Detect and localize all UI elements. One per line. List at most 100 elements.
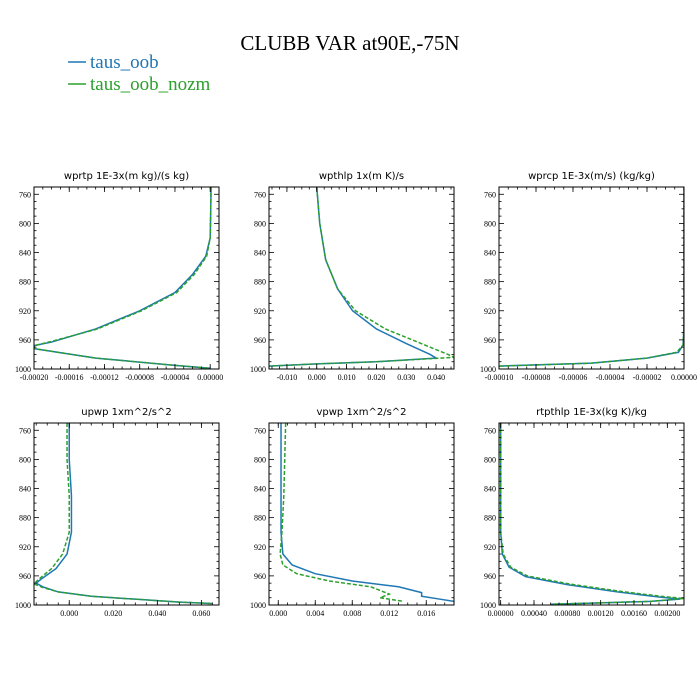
x-tick-label: -0.00016 [55,373,84,382]
series-line-taus-oob [499,187,684,367]
y-tick-label: 840 [484,249,496,258]
panel-1: wprtp 1E-3x(m kg)/(s kg) 760 800 840 880 920 9… [15,171,223,382]
y-tick-label: 800 [19,219,31,228]
plot-frame [268,422,455,606]
y-tick-label: 920 [19,543,31,552]
x-tick-label: 0.00080 [554,609,580,618]
panel-4: upwp 1xm^2/s^2 760 800 840 880 920 960 1000 0.00… [15,407,220,618]
x-tick-label: 0.008 [343,609,361,618]
y-tick-label: 880 [19,278,31,287]
y-tick-label: 760 [254,190,266,199]
series-line-taus-oob [34,423,213,605]
x-tick-label: 0.00200 [654,609,680,618]
panel-title: wprcp 1E-3x(m/s) (kg/kg) [528,171,655,182]
x-tick-label: 0.010 [338,373,356,382]
panel-title: wprtp 1E-3x(m kg)/(s kg) [64,171,189,182]
y-tick-label: 920 [19,307,31,316]
y-tick-label: 960 [484,572,496,581]
y-tick-label: 800 [254,455,266,464]
series-line-taus-oob-nozm [269,187,454,367]
panel-6: rtpthlp 1E-3x(kg K)/kg 760 800 840 880 920 960… [480,407,685,618]
y-tick-label: 760 [19,190,31,199]
x-tick-label: -0.00004 [161,373,190,382]
y-tick-label: 760 [254,426,266,435]
plot-frame [498,186,685,370]
panel-title: rtpthlp 1E-3x(kg K)/kg [536,407,647,418]
x-tick-label: 0.00000 [671,373,697,382]
legend-label-taus-oob-nozm: taus_oob_nozm [90,74,211,95]
panels: wprtp 1E-3x(m kg)/(s kg) 760 800 840 880 920 9… [15,171,697,618]
plot-frame [33,186,220,370]
x-tick-label: -0.00010 [485,373,514,382]
x-tick-label: -0.00006 [559,373,588,382]
y-tick-label: 920 [484,307,496,316]
plot-frame [268,186,455,370]
y-tick-label: 840 [19,249,31,258]
series-line-taus-oob-nozm [499,187,684,367]
x-tick-label: 0.00120 [588,609,614,618]
y-tick-label: 880 [254,514,266,523]
x-tick-label: 0.020 [104,609,122,618]
y-tick-label: 1000 [480,601,496,610]
y-tick-label: 880 [19,514,31,523]
x-tick-label: 0.040 [427,373,445,382]
panel-title: vpwp 1xm^2/s^2 [316,407,406,418]
y-tick-label: 840 [19,485,31,494]
x-tick-label: 0.00040 [521,609,547,618]
y-tick-label: 760 [484,426,496,435]
y-tick-label: 1000 [15,601,31,610]
y-tick-label: 960 [254,572,266,581]
x-tick-label: 0.004 [306,609,324,618]
plot-frame [33,422,220,606]
series-line-taus-oob-nozm [34,423,213,605]
x-tick-label: -0.00004 [596,373,625,382]
x-tick-label: -0.00020 [20,373,49,382]
x-tick-label: -0.010 [277,373,298,382]
x-tick-label: -0.00012 [90,373,119,382]
series-line-taus-oob-nozm [34,187,212,369]
y-tick-label: 800 [254,219,266,228]
y-tick-label: 840 [254,485,266,494]
y-tick-label: 920 [484,543,496,552]
panel-5: vpwp 1xm^2/s^276080084088092096010000.00… [250,407,455,618]
y-tick-label: 960 [254,336,266,345]
x-tick-label: 0.012 [380,609,398,618]
y-tick-label: 960 [484,336,496,345]
y-tick-label: 760 [19,426,31,435]
y-tick-label: 800 [19,455,31,464]
panel-2: wpthlp 1x(m K)/s 760 800 840 880 920 960 1000 -0… [250,171,455,382]
y-tick-label: 880 [484,278,496,287]
x-tick-label: 0.030 [397,373,415,382]
y-tick-label: 800 [484,455,496,464]
x-tick-label: -0.00008 [522,373,551,382]
y-tick-label: 1000 [480,365,496,374]
x-tick-label: 0.040 [148,609,166,618]
x-tick-label: 0.020 [367,373,385,382]
x-tick-label: 0.060 [192,609,210,618]
x-tick-label: -0.00002 [633,373,662,382]
legend-label-taus-oob: taus_oob [90,52,159,73]
y-tick-label: 760 [484,190,496,199]
series-line-taus-oob-nozm [279,423,404,603]
x-tick-label: 0.000 [269,609,287,618]
panel-3: wprcp 1E-3x(m/s) (kg/kg) 760 800 840 880 920 9… [480,171,697,382]
y-tick-label: 920 [254,543,266,552]
y-tick-label: 880 [254,278,266,287]
plot-frame [498,422,685,606]
y-tick-label: 920 [254,307,266,316]
figure-title: CLUBB VAR at90E,-75N [240,31,459,55]
x-tick-label: -0.00008 [125,373,154,382]
series-line-taus-oob [280,423,454,603]
panel-title: wpthlp 1x(m K)/s [319,171,404,182]
x-tick-label: 0.00160 [621,609,647,618]
y-tick-label: 1000 [250,365,266,374]
y-tick-label: 840 [254,249,266,258]
x-tick-label: 0.00000 [488,609,514,618]
y-tick-label: 960 [19,572,31,581]
x-tick-label: 0.016 [417,609,435,618]
y-tick-label: 840 [484,485,496,494]
y-tick-label: 800 [484,219,496,228]
y-tick-label: 1000 [250,601,266,610]
